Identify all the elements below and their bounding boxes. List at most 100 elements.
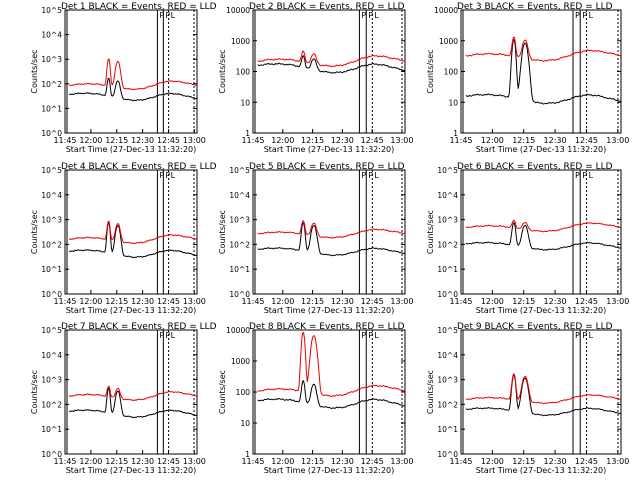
detector-panel-1: Det 1 BLACK = Events, RED = LLD 10^0 10^1 1… (30, 2, 217, 154)
y-tick-label: 10^3 (229, 216, 250, 225)
y-tick-label: 10^5 (437, 166, 458, 175)
panel-title: Det 3 BLACK = Events, RED = LLD (457, 2, 613, 12)
interval-marker-label: P (582, 171, 587, 180)
y-tick-label: 10^2 (41, 80, 62, 89)
interval-marker-label: P (575, 331, 580, 340)
interval-marker-label: P (575, 171, 580, 180)
y-tick-label: 100 (236, 68, 251, 77)
x-tick-label: 13:00 (606, 297, 629, 306)
x-tick-label: 11:45 (53, 136, 76, 145)
x-tick-label: 12:30 (331, 136, 354, 145)
x-tick-label: 11:45 (241, 297, 264, 306)
series-line-events (68, 387, 198, 419)
y-tick-label: 10^4 (437, 351, 458, 360)
x-tick-label: 12:00 (79, 136, 102, 145)
x-tick-label: 13:00 (390, 136, 413, 145)
x-axis-label: Start Time (27-Dec-13 11:32:20) (264, 466, 395, 475)
interval-marker-label: P (368, 171, 373, 180)
series-line-events (68, 222, 198, 259)
x-tick-label: 12:15 (301, 297, 324, 306)
y-tick-label: 10^3 (41, 376, 62, 385)
series-line-events (68, 77, 198, 102)
interval-marker-label: L (589, 331, 594, 340)
y-tick-label: 10^2 (437, 240, 458, 249)
y-tick-label: 10000 (226, 326, 250, 335)
x-tick-label: 12:15 (512, 297, 535, 306)
x-tick-label: 13:00 (606, 457, 629, 466)
y-tick-label: 10000 (226, 6, 250, 15)
y-tick-label: 10^1 (437, 265, 458, 274)
x-tick-label: 12:30 (544, 297, 567, 306)
series-line-lld (465, 219, 622, 233)
y-axis-label: Counts/sec (218, 210, 227, 254)
y-tick-label: 10^2 (229, 240, 250, 249)
x-tick-label: 12:30 (331, 457, 354, 466)
y-tick-label: 10^3 (437, 216, 458, 225)
x-tick-label: 12:15 (301, 457, 324, 466)
detector-panel-6: Det 6 BLACK = Events, RED = LLD 10^0 10^1 1… (426, 162, 629, 315)
interval-marker-label: P (582, 11, 587, 20)
x-tick-label: 12:15 (105, 136, 128, 145)
y-tick-label: 10^2 (41, 240, 62, 249)
x-tick-label: 12:00 (481, 136, 504, 145)
interval-marker-label: L (374, 171, 379, 180)
detector-panel-2: Det 2 BLACK = Events, RED = LLD 1 10 100 100… (218, 2, 413, 154)
y-tick-label: 10^1 (41, 104, 62, 113)
x-tick-label: 12:45 (575, 457, 598, 466)
x-axis-label: Start Time (27-Dec-13 11:32:20) (264, 306, 395, 315)
y-axis-label: Counts/sec (30, 370, 39, 414)
x-tick-label: 11:45 (241, 457, 264, 466)
x-tick-label: 12:30 (131, 297, 154, 306)
plot-frame (460, 329, 622, 455)
y-axis-label: Counts/sec (30, 49, 39, 93)
panel-title: Det 1 BLACK = Events, RED = LLD (61, 2, 217, 12)
plot-frame (252, 329, 406, 455)
y-tick-label: 10000 (434, 6, 458, 15)
y-tick-label: 10^4 (41, 31, 62, 40)
x-axis-label: Start Time (27-Dec-13 11:32:20) (66, 466, 197, 475)
x-tick-label: 12:00 (79, 297, 102, 306)
interval-marker-label: L (374, 11, 379, 20)
series-line-lld (257, 220, 406, 239)
y-tick-label: 10^0 (41, 129, 62, 138)
x-tick-label: 12:30 (544, 457, 567, 466)
interval-marker-label: P (165, 331, 170, 340)
x-tick-label: 12:15 (105, 457, 128, 466)
x-tick-label: 13:00 (183, 136, 206, 145)
plot-frame (64, 9, 198, 134)
y-tick-label: 10^3 (41, 55, 62, 64)
y-tick-label: 10^4 (41, 191, 62, 200)
y-tick-label: 10^0 (229, 290, 250, 299)
y-tick-label: 10^1 (437, 425, 458, 434)
series-line-events (257, 222, 406, 257)
x-tick-label: 12:15 (105, 297, 128, 306)
x-tick-label: 12:45 (361, 297, 384, 306)
series-line-lld (257, 331, 406, 398)
y-tick-label: 10^3 (41, 216, 62, 225)
y-tick-label: 1000 (439, 37, 458, 46)
y-tick-label: 10 (448, 98, 458, 107)
y-tick-label: 10^1 (229, 265, 250, 274)
interval-marker-label: L (171, 171, 176, 180)
plot-frame (460, 169, 622, 295)
y-axis-label: Counts/sec (218, 49, 227, 93)
y-tick-label: 10^5 (41, 166, 62, 175)
x-tick-label: 12:00 (271, 136, 294, 145)
series-line-events (257, 55, 406, 74)
series-line-events (257, 380, 406, 410)
interval-marker-label: P (159, 171, 164, 180)
x-tick-label: 12:00 (271, 297, 294, 306)
x-tick-label: 11:45 (53, 297, 76, 306)
y-tick-label: 10^0 (41, 450, 62, 459)
x-tick-label: 12:15 (301, 136, 324, 145)
y-tick-label: 10^4 (437, 191, 458, 200)
x-tick-label: 12:30 (331, 297, 354, 306)
x-tick-label: 11:45 (449, 297, 472, 306)
y-tick-label: 10^5 (41, 326, 62, 335)
interval-marker-label: P (159, 11, 164, 20)
detector-panel-4: Det 4 BLACK = Events, RED = LLD 10^0 10^1 1… (30, 162, 217, 315)
interval-marker-label: P (368, 11, 373, 20)
x-axis-label: Start Time (27-Dec-13 11:32:20) (476, 306, 607, 315)
series-line-events (465, 374, 622, 417)
